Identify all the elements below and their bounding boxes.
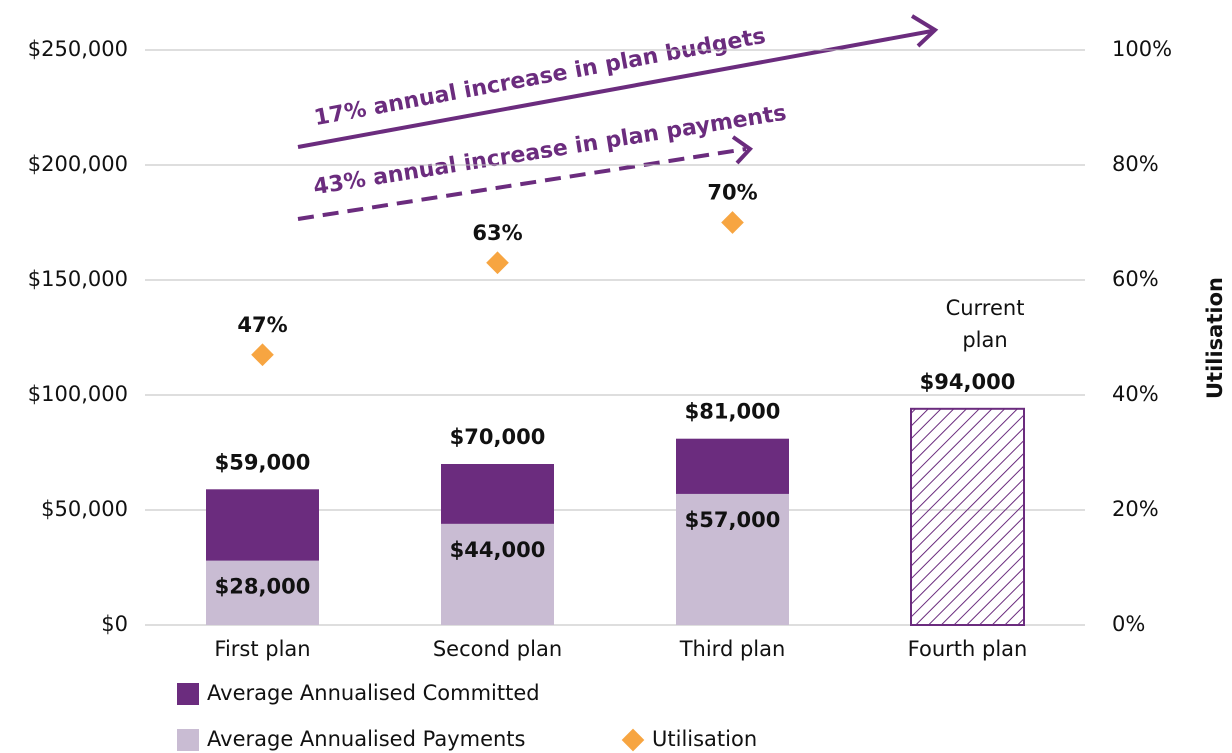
x-tick-label: First plan — [214, 637, 310, 661]
legend-swatch — [621, 728, 645, 752]
arrow-head — [910, 14, 939, 48]
legend-swatch — [177, 729, 199, 751]
y-tick-label: $250,000 — [28, 37, 128, 61]
data-label: $94,000 — [920, 370, 1016, 394]
y2-tick-label: 0% — [1112, 612, 1145, 636]
bar — [910, 407, 1025, 626]
data-label: 63% — [472, 221, 522, 245]
y-tick-label: $100,000 — [28, 382, 128, 406]
data-label: 70% — [707, 181, 757, 205]
y-tick-label: $150,000 — [28, 267, 128, 291]
arrow-head — [731, 135, 754, 165]
marker — [486, 251, 509, 275]
y2-tick-label: 40% — [1112, 382, 1159, 406]
data-label: $44,000 — [450, 538, 546, 562]
legend-label: Average Annualised Payments — [207, 727, 526, 751]
data-label: $57,000 — [685, 508, 781, 532]
legend-label: Utilisation — [652, 727, 757, 751]
bar — [206, 560, 319, 625]
x-tick-label: Fourth plan — [908, 637, 1028, 661]
y2-tick-label: 80% — [1112, 152, 1159, 176]
y2-axis-label: Utilisation — [1203, 277, 1227, 399]
legend-label: Average Annualised Committed — [207, 681, 540, 705]
legend-swatch — [177, 683, 199, 705]
y-tick-label: $0 — [101, 612, 128, 636]
data-label: 47% — [237, 313, 287, 337]
data-label: $70,000 — [450, 425, 546, 449]
arrows — [297, 14, 939, 221]
y2-tick-label: 100% — [1112, 37, 1172, 61]
x-tick-label: Third plan — [679, 637, 786, 661]
y2-tick-label: 20% — [1112, 497, 1159, 521]
marker — [251, 343, 274, 367]
y2-tick-label: 60% — [1112, 267, 1159, 291]
y-tick-label: $200,000 — [28, 152, 128, 176]
marker — [721, 211, 744, 234]
x-tick-label: Second plan — [433, 637, 562, 661]
data-label: $28,000 — [215, 575, 311, 599]
y-tick-label: $50,000 — [41, 497, 128, 521]
bar — [676, 493, 789, 625]
data-label: $81,000 — [685, 400, 781, 424]
arrow-payments — [297, 147, 747, 221]
data-label: $59,000 — [215, 450, 311, 474]
annotation: Current plan — [945, 296, 1025, 352]
bar — [441, 523, 554, 625]
